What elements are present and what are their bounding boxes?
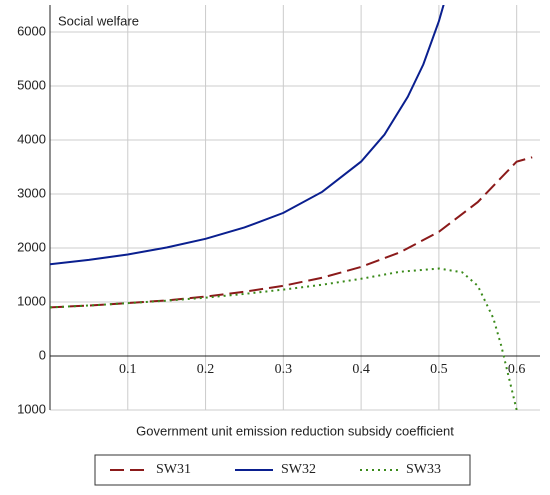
legend-label: SW32 xyxy=(281,462,316,477)
series-line xyxy=(50,267,518,410)
x-tick-label: 0.1 xyxy=(119,362,137,377)
y-tick-label: 3000 xyxy=(17,185,46,200)
labels: 1000 0 1000 2000 3000 4000 5000 6000 0.1 0.2 0.3 0.… xyxy=(17,23,525,416)
y-tick-label: 0 xyxy=(39,347,46,362)
x-tick-label: 0.6 xyxy=(508,362,526,377)
y-tick-label: 2000 xyxy=(17,239,46,254)
series-line xyxy=(50,5,445,266)
annotation: Social welfare xyxy=(58,13,139,28)
series-line xyxy=(50,156,533,309)
legend: SW31 SW32 SW33 xyxy=(110,462,441,477)
x-tick-label: 0.3 xyxy=(275,362,293,377)
legend-label: SW31 xyxy=(156,462,191,477)
y-tick-label: 6000 xyxy=(17,23,46,38)
legend-label: SW33 xyxy=(406,462,441,477)
x-tick-label: 0.2 xyxy=(197,362,215,377)
y-tick-label: 5000 xyxy=(17,77,46,92)
y-tick-label: 1000 xyxy=(17,293,46,308)
legend-box xyxy=(94,454,471,486)
y-tick-label: 4000 xyxy=(17,131,46,146)
plot-lines xyxy=(50,5,533,410)
x-axis-label: Government unit emission reduction subsi… xyxy=(136,423,454,438)
x-tick-label: 0.4 xyxy=(352,362,370,377)
grid xyxy=(49,5,540,411)
y-tick-label: 1000 xyxy=(17,401,46,416)
x-tick-label: 0.5 xyxy=(430,362,448,377)
